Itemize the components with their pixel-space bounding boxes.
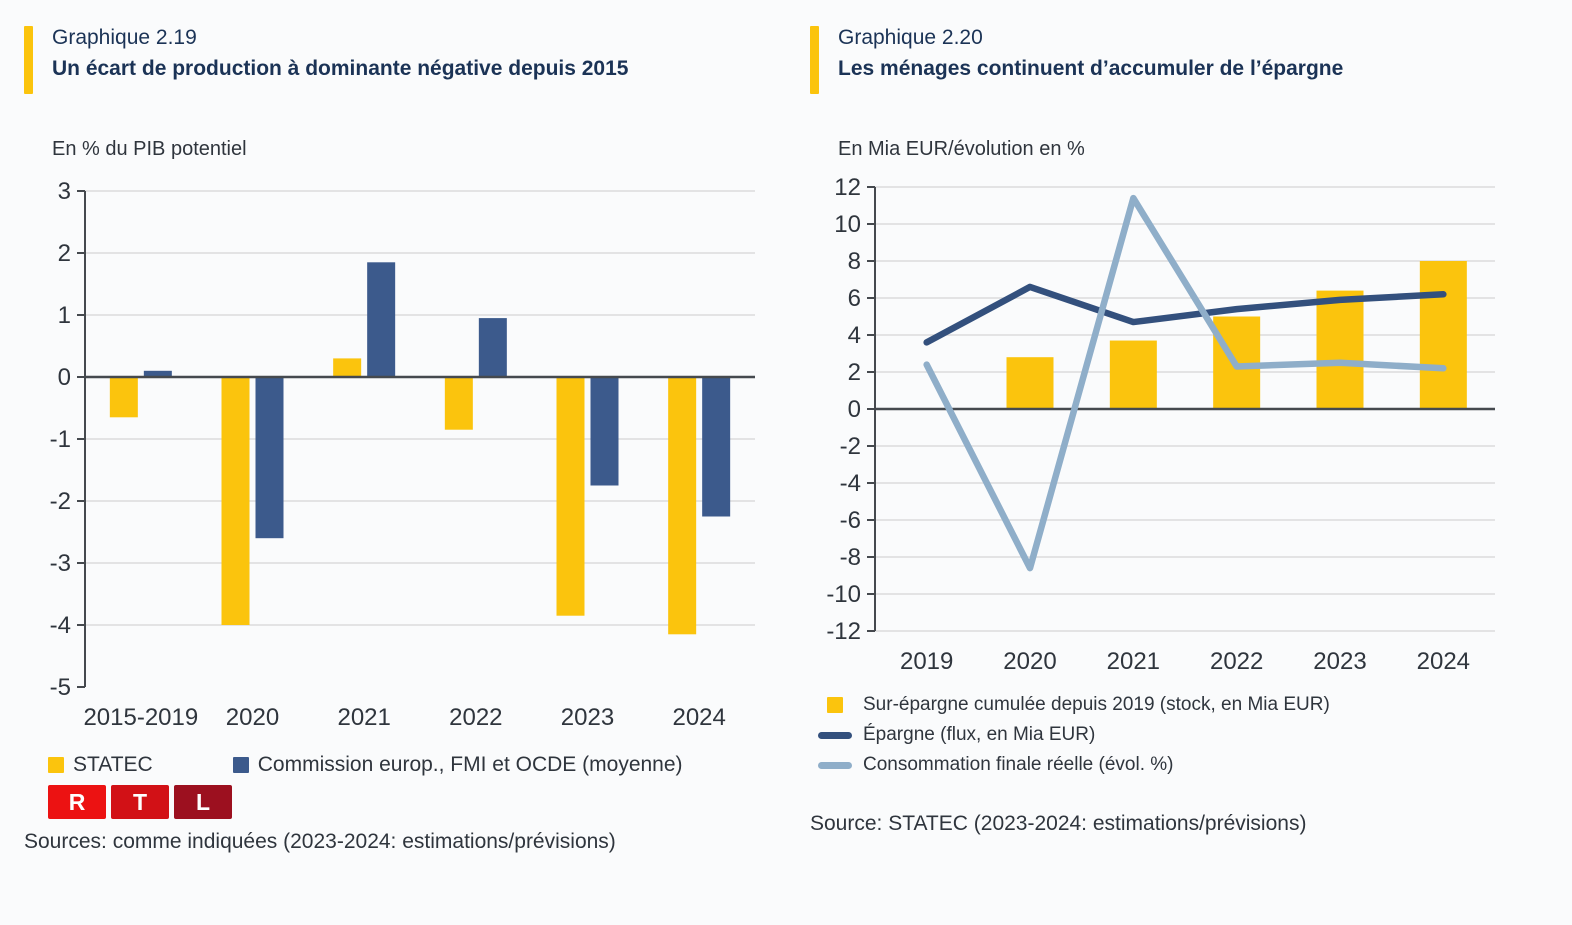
legend: Sur-épargne cumulée depuis 2019 (stock, … bbox=[818, 694, 1572, 776]
svg-text:-4: -4 bbox=[50, 612, 71, 639]
rtl-logo-tile-t: T bbox=[111, 785, 169, 819]
panel-output-gap: Graphique 2.19 Un écart de production à … bbox=[24, 26, 786, 853]
legend-swatch-surepargne bbox=[827, 697, 843, 713]
svg-text:2023: 2023 bbox=[561, 704, 614, 731]
legend-item-commission: Commission europ., FMI et OCDE (moyenne) bbox=[232, 753, 683, 777]
svg-text:2019: 2019 bbox=[900, 648, 953, 675]
savings-combo-chart: 12 10 8 6 4 2 0 -2 -4 -6 -8 -10 -12 2019 2020 2021 2022 2… bbox=[826, 177, 1495, 675]
svg-text:-8: -8 bbox=[840, 544, 861, 571]
svg-text:2020: 2020 bbox=[1003, 648, 1056, 675]
svg-text:2024: 2024 bbox=[672, 704, 725, 731]
chart-header: Graphique 2.19 Un écart de production à … bbox=[24, 26, 786, 94]
chart-number: Graphique 2.19 bbox=[52, 26, 197, 49]
legend-item-surepargne: Sur-épargne cumulée depuis 2019 (stock, … bbox=[818, 694, 1572, 716]
svg-text:2022: 2022 bbox=[449, 704, 502, 731]
svg-text:-4: -4 bbox=[840, 470, 861, 497]
svg-text:-1: -1 bbox=[50, 426, 71, 453]
legend-swatch-commission bbox=[232, 757, 249, 773]
svg-text:2: 2 bbox=[848, 359, 861, 386]
svg-text:3: 3 bbox=[58, 178, 71, 205]
svg-text:0: 0 bbox=[848, 396, 861, 423]
accent-bar bbox=[810, 26, 819, 94]
chart-number: Graphique 2.20 bbox=[838, 26, 983, 49]
svg-text:2024: 2024 bbox=[1417, 648, 1470, 675]
rtl-logo: R T L bbox=[48, 785, 786, 819]
svg-text:8: 8 bbox=[848, 248, 861, 275]
legend-swatch-col bbox=[818, 697, 852, 713]
svg-text:2022: 2022 bbox=[1210, 648, 1263, 675]
svg-text:0: 0 bbox=[58, 364, 71, 391]
axis-unit-label: En Mia EUR/évolution en % bbox=[838, 138, 1085, 160]
svg-text:10: 10 bbox=[834, 211, 861, 238]
legend-label-statec: STATEC bbox=[73, 753, 153, 776]
legend-label-surepargne: Sur-épargne cumulée depuis 2019 (stock, … bbox=[863, 694, 1330, 715]
svg-text:2: 2 bbox=[58, 240, 71, 267]
legend-swatch-consommation bbox=[818, 761, 852, 769]
accent-bar bbox=[24, 26, 33, 94]
legend-label-commission: Commission europ., FMI et OCDE (moyenne) bbox=[257, 753, 683, 776]
svg-text:2021: 2021 bbox=[337, 704, 390, 731]
legend-item-epargne: Épargne (flux, en Mia EUR) bbox=[818, 724, 1572, 746]
chart-header: Graphique 2.20 Les ménages continuent d’… bbox=[810, 26, 1572, 94]
legend-item-consommation: Consommation finale réelle (évol. %) bbox=[818, 754, 1572, 776]
svg-text:-12: -12 bbox=[826, 618, 861, 645]
svg-text:-10: -10 bbox=[826, 581, 861, 608]
svg-text:2020: 2020 bbox=[226, 704, 279, 731]
rtl-logo-tile-r: R bbox=[48, 785, 106, 819]
legend-label-epargne: Épargne (flux, en Mia EUR) bbox=[863, 724, 1096, 745]
chart-title: Un écart de production à dominante négat… bbox=[52, 57, 629, 80]
output-gap-bar-chart: 3 2 1 0 -1 -2 -3 -4 -5 2015-2019 2020 2021 2022 2023 2… bbox=[50, 178, 755, 731]
panel-savings: Graphique 2.20 Les ménages continuent d’… bbox=[786, 0, 1572, 925]
svg-text:6: 6 bbox=[848, 285, 861, 312]
chart-title: Les ménages continuent d’accumuler de l’… bbox=[838, 57, 1344, 80]
svg-text:-6: -6 bbox=[840, 507, 861, 534]
source-note: Source: STATEC (2023-2024: estimations/p… bbox=[810, 812, 1307, 835]
svg-text:12: 12 bbox=[834, 177, 861, 201]
svg-text:2015-2019: 2015-2019 bbox=[83, 704, 198, 731]
legend: STATEC Commission europ., FMI et OCDE (m… bbox=[48, 753, 786, 777]
svg-text:-2: -2 bbox=[50, 488, 71, 515]
svg-text:1: 1 bbox=[58, 302, 71, 329]
legend-label-consommation: Consommation finale réelle (évol. %) bbox=[863, 754, 1174, 775]
legend-swatch-epargne bbox=[818, 731, 852, 739]
svg-text:-2: -2 bbox=[840, 433, 861, 460]
axis-unit-label: En % du PIB potentiel bbox=[52, 138, 247, 160]
rtl-logo-tile-l: L bbox=[174, 785, 232, 819]
svg-text:2023: 2023 bbox=[1313, 648, 1366, 675]
svg-text:4: 4 bbox=[848, 322, 861, 349]
source-note: Sources: comme indiquées (2023-2024: est… bbox=[24, 830, 616, 853]
svg-text:2021: 2021 bbox=[1107, 648, 1160, 675]
svg-text:-5: -5 bbox=[50, 674, 71, 701]
legend-swatch-statec bbox=[48, 757, 64, 773]
svg-text:-3: -3 bbox=[50, 550, 71, 577]
